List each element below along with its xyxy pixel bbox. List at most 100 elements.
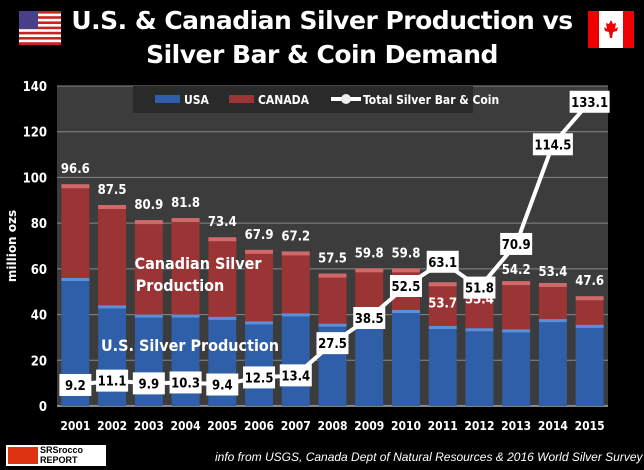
line-data-label: 63.1 [428, 256, 457, 271]
canada-flag-icon [588, 11, 634, 48]
bar-canada [502, 282, 531, 330]
line-data-label: 11.1 [98, 375, 127, 390]
bar-total-label: 57.5 [318, 252, 347, 267]
bar-total-label: 67.9 [245, 228, 274, 243]
bar-canada [538, 283, 567, 320]
legend-canada-label: CANADA [258, 93, 310, 107]
line-label-box [206, 373, 239, 396]
line-label-box [353, 307, 386, 329]
legend-line-label: Total Silver Bar & Coin [363, 93, 499, 107]
y-tick-label: 60 [31, 263, 47, 278]
y-tick-label: 140 [23, 80, 47, 95]
line-data-label: 12.5 [245, 371, 274, 386]
line-label-box [132, 372, 165, 395]
bar-usa-top [245, 320, 273, 325]
line-data-label: 9.9 [138, 377, 159, 392]
annotation-canadian: Canadian Silver [135, 254, 263, 273]
x-tick-label: 2001 [60, 419, 90, 433]
bar-canada-top [318, 273, 347, 278]
bar-canada [318, 274, 347, 324]
bar-total-label: 59.8 [392, 246, 421, 261]
bar-total-label: 53.7 [428, 296, 457, 311]
logo-map-icon [8, 447, 38, 464]
line-label-box [59, 373, 92, 396]
bar-usa-top [61, 277, 90, 281]
bar-usa-top [208, 315, 237, 320]
legend-canada-swatch [229, 95, 254, 103]
bar-canada [575, 297, 604, 325]
y-axis-label: million ozs [5, 210, 19, 282]
bar-total-label: 96.6 [61, 162, 90, 177]
legend-line-marker [341, 94, 351, 104]
x-tick-label: 2009 [354, 419, 384, 433]
bar-usa-top [134, 313, 163, 318]
line-data-label: 70.9 [502, 238, 531, 253]
bar-canada [208, 238, 237, 317]
source-note: info from USGS, Canada Dept of Natural R… [215, 450, 643, 464]
x-tick-label: 2015 [575, 419, 605, 433]
bar-total-label: 81.8 [171, 196, 200, 211]
bar-usa-top [171, 313, 200, 318]
legend-box [133, 86, 473, 113]
bar-total-label: 47.6 [575, 274, 604, 289]
bar-canada-top [355, 268, 384, 273]
bar-total-label: 59.8 [355, 246, 384, 261]
bar-canada-top [134, 220, 163, 225]
logo-line1: SRSrocco [40, 445, 84, 455]
usa-flag-icon [19, 11, 61, 45]
line-label-box [279, 364, 312, 387]
bar-total-label: 87.5 [98, 183, 127, 198]
bar-usa [465, 328, 494, 406]
x-tick-label: 2013 [501, 419, 531, 433]
bar-usa [355, 323, 384, 406]
line-data-label: 9.4 [212, 379, 233, 394]
x-tick-label: 2014 [538, 419, 569, 433]
bar-usa-top [392, 309, 420, 313]
bar-usa-top [538, 318, 567, 323]
line-label-box [500, 232, 533, 255]
line-data-label: 133.1 [571, 96, 608, 111]
bar-canada-top [208, 237, 237, 242]
bar-usa [245, 321, 273, 406]
bar-canada-top [281, 251, 310, 256]
chart-title-line1: U.S. & Canadian Silver Production vs [71, 6, 573, 35]
x-tick-label: 2010 [391, 419, 421, 433]
line-label-box [463, 276, 496, 299]
bar-canada [245, 250, 273, 322]
y-tick-label: 40 [31, 309, 47, 324]
bar-usa [575, 324, 604, 406]
line-label-box [243, 366, 276, 389]
x-tick-label: 2003 [134, 419, 164, 433]
annotation-us: U.S. Silver Production [101, 336, 279, 355]
legend-usa-label: USA [184, 93, 210, 107]
bar-total-label: 67.2 [281, 229, 310, 244]
x-tick-label: 2008 [317, 419, 347, 433]
line-label-box [316, 332, 349, 355]
line-data-label: 51.8 [465, 282, 494, 297]
line-data-label: 10.3 [171, 376, 200, 391]
bar-canada-top [61, 184, 90, 189]
y-tick-label: 120 [23, 126, 47, 141]
line-label-box [426, 250, 459, 273]
bar-canada-top [502, 281, 531, 286]
x-tick-label: 2002 [97, 419, 127, 433]
bar-total-label: 54.2 [502, 263, 531, 278]
bar-usa-top [465, 327, 494, 332]
y-tick-label: 0 [39, 400, 47, 415]
bar-canada [134, 221, 163, 315]
bar-canada [281, 252, 310, 314]
bar-usa-top [575, 323, 604, 328]
bar-canada-top [171, 218, 200, 223]
line-data-label: 13.4 [281, 369, 310, 384]
y-tick-label: 100 [23, 171, 47, 186]
bar-canada [61, 185, 90, 278]
bar-usa-top [98, 304, 127, 309]
line-label-box [389, 275, 422, 297]
bar-total-label: 80.9 [134, 198, 163, 213]
y-tick-label: 80 [31, 217, 47, 232]
bar-canada-top [428, 282, 457, 287]
line-data-label: 38.5 [355, 312, 384, 327]
line-data-label: 52.5 [392, 280, 421, 295]
